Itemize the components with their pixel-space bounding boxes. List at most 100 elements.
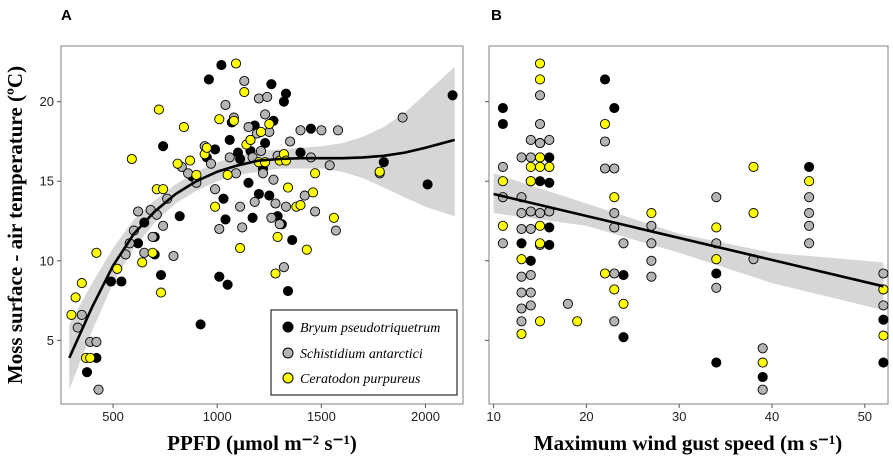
data-point-schistidium [210, 184, 221, 195]
data-point-schistidium [220, 99, 231, 110]
panel-b-confidence-band [493, 173, 884, 311]
data-point-bryum [158, 141, 169, 152]
data-point-ceratodon [572, 316, 583, 327]
data-point-ceratodon [534, 238, 546, 249]
data-point-schistidium [804, 208, 815, 219]
panel-b-label: B [491, 7, 502, 24]
data-point-ceratodon [748, 208, 759, 219]
data-point-ceratodon [878, 330, 889, 341]
data-point-ceratodon [245, 134, 256, 145]
data-point-schistidium [205, 158, 217, 169]
data-point-schistidium [270, 198, 281, 209]
data-point-schistidium [183, 168, 194, 179]
data-point-bryum [534, 176, 546, 187]
data-point-ceratodon [155, 287, 167, 298]
data-point-schistidium [711, 192, 722, 203]
data-point-bryum [757, 371, 768, 383]
data-point-bryum [447, 90, 458, 101]
data-point-bryum [235, 153, 246, 165]
data-point-schistidium [324, 160, 335, 171]
data-point-schistidium [534, 90, 546, 101]
data-point-schistidium [257, 168, 269, 179]
data-point-schistidium [214, 223, 225, 235]
data-point-schistidium [804, 220, 815, 231]
data-point-schistidium [224, 152, 235, 163]
data-point-schistidium [76, 309, 87, 320]
data-point-ceratodon [599, 118, 611, 130]
data-point-ceratodon [239, 87, 250, 98]
data-point-ceratodon [91, 247, 102, 258]
data-point-ceratodon [646, 208, 657, 219]
data-point-ceratodon [264, 118, 275, 130]
data-point-schistidium [260, 109, 271, 120]
data-point-schistidium [804, 238, 815, 249]
data-point-schistidium [235, 201, 246, 212]
data-point-bryum [216, 60, 227, 71]
y-tick-label: 15 [40, 174, 54, 189]
data-point-bryum [618, 270, 629, 281]
data-point-bryum [214, 271, 225, 282]
data-point-ceratodon [544, 161, 555, 172]
data-point-schistidium [525, 152, 536, 163]
data-point-schistidium [93, 384, 104, 395]
data-point-schistidium [804, 192, 815, 203]
data-point-schistidium [516, 287, 527, 298]
data-point-schistidium [230, 168, 242, 179]
data-point-bryum [247, 212, 258, 223]
data-point-bryum [497, 103, 508, 114]
data-point-ceratodon [599, 268, 611, 279]
data-point-bryum [609, 103, 620, 114]
data-point-schistidium [757, 384, 768, 395]
data-point-schistidium [255, 145, 267, 157]
data-point-bryum [253, 188, 264, 200]
data-point-ceratodon [757, 357, 768, 368]
panel-a: A 500 1000 1500 2000 5 10 15 20 PPFD (µmol m⁻²… [3, 7, 464, 455]
data-point-ceratodon [525, 176, 536, 187]
y-tick-label: 20 [40, 94, 54, 109]
data-point-schistidium [268, 174, 279, 185]
data-point-schistidium [525, 223, 536, 235]
x-tick-label: 20 [579, 409, 593, 424]
confidence-band-a [69, 66, 455, 390]
legend-label-schistidium: Schistidium antarctici [300, 347, 423, 362]
data-point-ceratodon [307, 187, 319, 198]
legend: Bryum pseudotriquetrum Schistidium antar… [270, 309, 458, 396]
data-point-schistidium [534, 208, 546, 219]
data-point-bryum [174, 211, 185, 222]
data-point-schistidium [295, 125, 306, 136]
data-point-ceratodon [497, 220, 508, 231]
data-point-schistidium [516, 208, 527, 219]
data-point-schistidium [516, 223, 527, 235]
data-point-schistidium [878, 268, 889, 279]
data-point-bryum [222, 279, 233, 290]
data-point-schistidium [497, 161, 508, 172]
data-point-ceratodon [147, 247, 158, 258]
data-point-bryum [218, 193, 229, 204]
data-point-bryum [711, 357, 722, 368]
data-point-ceratodon [185, 155, 196, 166]
x-tick-label: 2000 [411, 409, 440, 424]
data-point-schistidium [534, 118, 546, 130]
panel-b-x-ticks: 10 20 30 40 50 [486, 404, 872, 424]
panel-a-y-ticks: 5 10 15 20 [40, 94, 61, 348]
data-point-schistidium [711, 282, 722, 293]
data-point-bryum [195, 319, 206, 330]
data-point-schistidium [158, 220, 169, 231]
data-point-bryum [210, 144, 221, 155]
data-point-bryum [711, 268, 722, 279]
data-point-schistidium [168, 250, 179, 262]
x-tick-label: 1500 [307, 409, 336, 424]
data-point-ceratodon [178, 122, 189, 133]
data-point-ceratodon [85, 352, 96, 363]
x-tick-label: 50 [858, 409, 872, 424]
legend-box [270, 309, 458, 396]
data-point-bryum [544, 152, 555, 163]
data-point-schistidium [147, 231, 158, 242]
x-tick-label: 1000 [203, 409, 232, 424]
data-point-schistidium [878, 300, 889, 311]
panel-b-plot-area [488, 45, 889, 405]
data-point-ceratodon [534, 74, 546, 85]
data-point-ceratodon [235, 243, 246, 254]
data-point-schistidium [253, 93, 264, 104]
panel-b-fit-line [493, 192, 884, 288]
